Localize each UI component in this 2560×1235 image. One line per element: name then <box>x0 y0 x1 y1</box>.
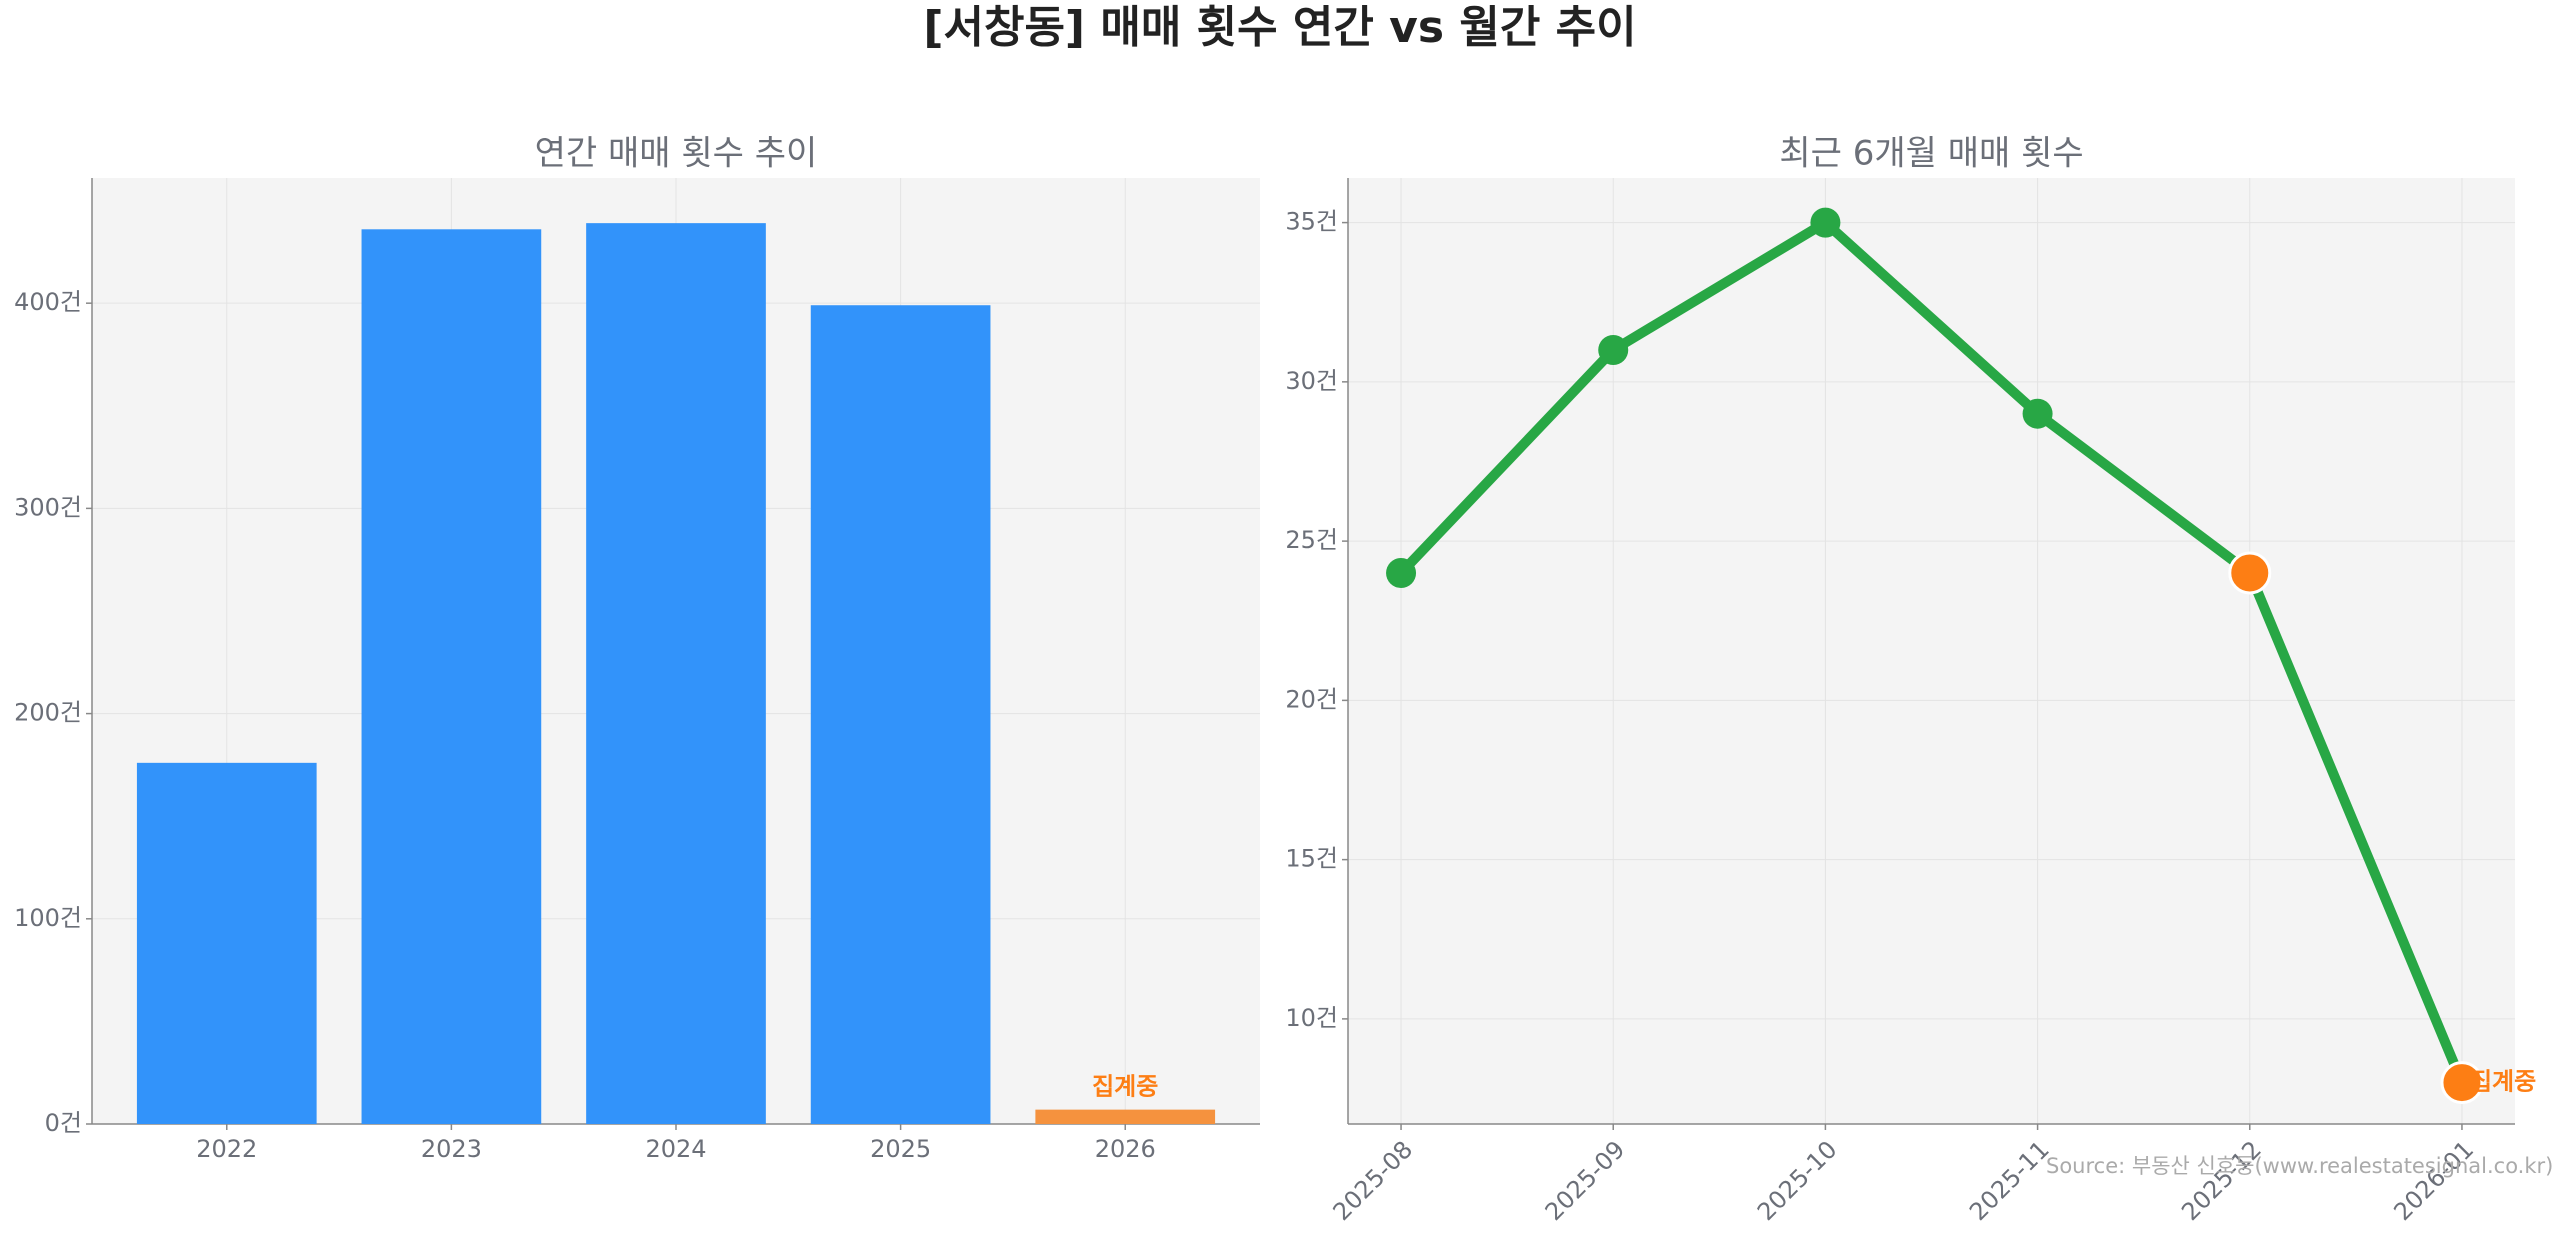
x-tick-label: 2025-10 <box>1752 1135 1843 1226</box>
marker <box>2022 398 2053 429</box>
y-tick-label: 0건 <box>45 1109 82 1137</box>
marker <box>1598 335 1629 365</box>
x-tick-label: 2025-09 <box>1540 1135 1631 1226</box>
x-tick-label: 2026 <box>1095 1135 1156 1163</box>
marker <box>2228 551 2272 595</box>
y-tick-label: 30건 <box>1285 367 1338 395</box>
y-tick-label: 200건 <box>14 699 82 727</box>
x-tick-label: 2024 <box>645 1135 706 1163</box>
plot-background <box>1348 178 2515 1124</box>
marker <box>1386 557 1417 588</box>
y-tick-label: 20건 <box>1285 685 1338 713</box>
x-tick-label: 2026-01 <box>2388 1135 2479 1226</box>
bar <box>136 762 317 1124</box>
x-tick-label: 2025-12 <box>2176 1135 2267 1226</box>
bar <box>1035 1109 1216 1124</box>
y-tick-label: 100건 <box>14 904 82 932</box>
y-tick-label: 15건 <box>1285 845 1338 873</box>
y-tick-label: 35건 <box>1285 208 1338 236</box>
x-tick-label: 2022 <box>196 1135 257 1163</box>
source-note: Source: 부동산 신호등(www.realestatesignal.co.… <box>2046 1154 2553 1178</box>
marker <box>1810 207 1841 238</box>
annotation: 집계중 <box>2470 1068 2536 1096</box>
x-tick-label: 2025 <box>870 1135 931 1163</box>
y-tick-label: 400건 <box>14 288 82 316</box>
line <box>1397 217 2467 1085</box>
bar <box>586 223 766 1125</box>
x-tick-label: 2025-11 <box>1964 1135 2055 1226</box>
y-tick-label: 10건 <box>1285 1004 1338 1032</box>
chart-title: 연간 매매 횟수 추이 <box>535 134 818 174</box>
x-tick-label: 2025-08 <box>1328 1135 1419 1226</box>
marker <box>2440 1061 2484 1105</box>
bar <box>810 305 991 1124</box>
annotation: 집계중 <box>1092 1073 1158 1101</box>
bar <box>361 229 542 1124</box>
chart-title: 최근 6개월 매매 횟수 <box>1779 134 2083 174</box>
x-tick-label: 2023 <box>421 1135 482 1163</box>
y-tick-label: 300건 <box>14 493 82 521</box>
y-tick-label: 25건 <box>1285 526 1338 554</box>
figure-title: [서창동] 매매 횟수 연간 vs 월간 추이 <box>923 2 1636 53</box>
